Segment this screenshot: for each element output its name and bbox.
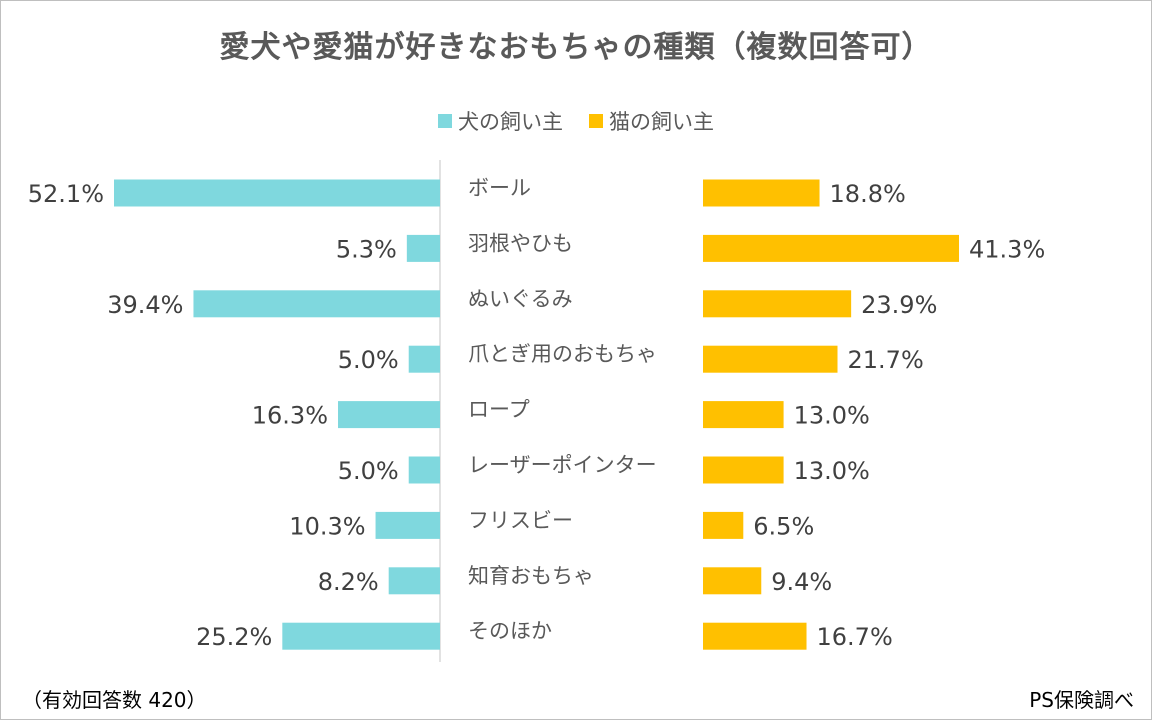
dog-value-label: 25.2% bbox=[196, 623, 272, 651]
dog-bar bbox=[388, 567, 440, 595]
dog-value-label: 39.4% bbox=[107, 291, 183, 319]
dog-value-label: 5.3% bbox=[336, 235, 397, 263]
cat-value-label: 23.9% bbox=[861, 291, 937, 319]
dog-value-label: 16.3% bbox=[252, 402, 328, 430]
cat-value-label: 18.8% bbox=[830, 180, 906, 208]
chart-title: 愛犬や愛猫が好きなおもちゃの種類（複数回答可） bbox=[219, 30, 933, 65]
dog-bar bbox=[408, 345, 440, 373]
cat-bar bbox=[703, 456, 784, 484]
category-label: 知育おもちゃ bbox=[468, 564, 594, 588]
dog-bar bbox=[406, 234, 440, 262]
category-label: ロープ bbox=[468, 398, 530, 422]
cat-bar bbox=[703, 511, 744, 539]
cat-bar bbox=[703, 401, 784, 429]
cat-bar bbox=[703, 179, 820, 207]
dog-value-label: 8.2% bbox=[318, 568, 379, 596]
response-count-note: （有効回答数 420） bbox=[22, 688, 207, 712]
category-label: 爪とぎ用のおもちゃ bbox=[468, 342, 657, 366]
dog-value-label: 5.0% bbox=[338, 346, 399, 374]
category-label: ボール bbox=[468, 176, 531, 200]
category-label: レーザーポインター bbox=[468, 453, 657, 477]
source-credit: PS保険調べ bbox=[1029, 688, 1134, 712]
dog-bar bbox=[114, 179, 440, 207]
dog-bar bbox=[193, 290, 440, 318]
legend-label-dog: 犬の飼い主 bbox=[458, 110, 563, 134]
cat-value-label: 21.7% bbox=[848, 346, 924, 374]
cat-value-label: 41.3% bbox=[969, 235, 1045, 263]
cat-bar bbox=[703, 345, 838, 373]
dog-bar bbox=[338, 401, 440, 429]
legend-item-cat: 猫の飼い主 bbox=[589, 106, 714, 136]
category-label: 羽根やひも bbox=[468, 231, 573, 255]
cat-bar bbox=[703, 567, 762, 595]
dog-value-label: 52.1% bbox=[28, 180, 104, 208]
cat-value-label: 16.7% bbox=[817, 623, 893, 651]
dog-bar bbox=[375, 511, 440, 539]
cat-bar bbox=[703, 234, 959, 262]
cat-value-label: 13.0% bbox=[794, 402, 870, 430]
cat-bar bbox=[703, 290, 852, 318]
dog-bar bbox=[408, 456, 440, 484]
cat-value-label: 13.0% bbox=[794, 457, 870, 485]
legend-swatch-dog bbox=[438, 114, 452, 128]
cat-value-label: 9.4% bbox=[771, 568, 832, 596]
legend-swatch-cat bbox=[589, 114, 603, 128]
dog-bar bbox=[282, 622, 440, 650]
chart-legend: 犬の飼い主 猫の飼い主 bbox=[0, 106, 1152, 136]
category-label: そのほか bbox=[468, 619, 552, 643]
legend-label-cat: 猫の飼い主 bbox=[609, 110, 714, 134]
dog-value-label: 10.3% bbox=[289, 512, 365, 540]
dog-value-label: 5.0% bbox=[338, 457, 399, 485]
category-label: ぬいぐるみ bbox=[468, 287, 573, 311]
cat-value-label: 6.5% bbox=[753, 512, 814, 540]
cat-bar bbox=[703, 622, 807, 650]
legend-item-dog: 犬の飼い主 bbox=[438, 106, 563, 136]
category-label: フリスビー bbox=[468, 508, 573, 532]
